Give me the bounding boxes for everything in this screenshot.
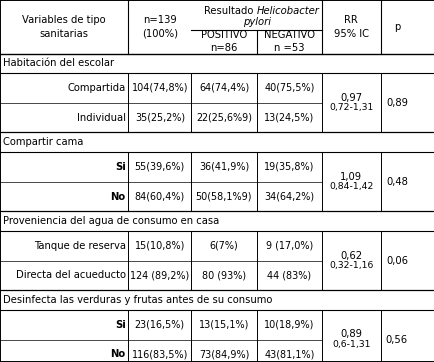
Text: 0,62: 0,62 (339, 251, 362, 261)
Text: n=86: n=86 (210, 43, 237, 53)
Text: 0,48: 0,48 (385, 177, 407, 187)
Text: Si: Si (115, 320, 125, 330)
Text: 50(58,1%9): 50(58,1%9) (195, 191, 252, 202)
Text: 9 (17,0%): 9 (17,0%) (265, 241, 312, 251)
Text: Directa del acueducto: Directa del acueducto (16, 270, 125, 281)
Text: Compartir cama: Compartir cama (3, 137, 83, 147)
Text: Habitación del escolar: Habitación del escolar (3, 58, 113, 68)
Text: 55(39,6%): 55(39,6%) (135, 162, 184, 172)
Text: 43(81,1%): 43(81,1%) (263, 349, 314, 359)
Text: 64(74,4%): 64(74,4%) (198, 83, 249, 93)
Text: 0,72-1,31: 0,72-1,31 (328, 104, 373, 112)
Text: 0,97: 0,97 (339, 93, 362, 103)
Text: 15(10,8%): 15(10,8%) (135, 241, 184, 251)
Text: 80 (93%): 80 (93%) (201, 270, 246, 281)
Text: 84(60,4%): 84(60,4%) (135, 191, 184, 202)
Text: 116(83,5%): 116(83,5%) (132, 349, 187, 359)
Text: 124 (89,2%): 124 (89,2%) (130, 270, 189, 281)
Text: 10(18,9%): 10(18,9%) (263, 320, 314, 330)
Text: pylori: pylori (242, 17, 270, 27)
Text: n=139
(100%): n=139 (100%) (141, 15, 178, 39)
Text: Resultado: Resultado (204, 6, 256, 16)
Text: Si: Si (115, 162, 125, 172)
Text: Helicobacter: Helicobacter (256, 6, 319, 16)
Text: RR
95% IC: RR 95% IC (333, 15, 368, 39)
Text: 0,56: 0,56 (385, 334, 407, 345)
Text: Proveniencia del agua de consumo en casa: Proveniencia del agua de consumo en casa (3, 216, 218, 226)
Text: 0,32-1,16: 0,32-1,16 (328, 261, 373, 270)
Text: POSITIVO: POSITIVO (201, 30, 247, 40)
Text: 35(25,2%): 35(25,2%) (135, 113, 184, 123)
Text: 40(75,5%): 40(75,5%) (263, 83, 314, 93)
Text: 22(25,6%9): 22(25,6%9) (196, 113, 251, 123)
Text: 104(74,8%): 104(74,8%) (132, 83, 187, 93)
Text: n =53: n =53 (273, 43, 304, 53)
Text: 13(15,1%): 13(15,1%) (198, 320, 249, 330)
Text: 6(7%): 6(7%) (209, 241, 238, 251)
Text: 36(41,9%): 36(41,9%) (198, 162, 249, 172)
Text: 0,6-1,31: 0,6-1,31 (331, 340, 370, 349)
Text: 0,89: 0,89 (339, 329, 362, 340)
Text: Desinfecta las verduras y frutas antes de su consumo: Desinfecta las verduras y frutas antes d… (3, 295, 271, 305)
Text: NEGATIVO: NEGATIVO (263, 30, 314, 40)
Text: Compartida: Compartida (67, 83, 125, 93)
Text: No: No (110, 191, 125, 202)
Text: 34(64,2%): 34(64,2%) (263, 191, 314, 202)
Text: 23(16,5%): 23(16,5%) (135, 320, 184, 330)
Text: Tanque de reserva: Tanque de reserva (34, 241, 125, 251)
Text: 73(84,9%): 73(84,9%) (198, 349, 249, 359)
Text: 44 (83%): 44 (83%) (266, 270, 311, 281)
Text: Individual: Individual (76, 113, 125, 123)
Text: 0,84-1,42: 0,84-1,42 (328, 182, 373, 191)
Text: 13(24,5%): 13(24,5%) (263, 113, 314, 123)
Text: 1,09: 1,09 (339, 172, 362, 182)
Text: No: No (110, 349, 125, 359)
Text: 19(35,8%): 19(35,8%) (263, 162, 314, 172)
Text: Variables de tipo
sanitarias: Variables de tipo sanitarias (22, 15, 106, 39)
Text: p: p (393, 22, 399, 32)
Text: 0,06: 0,06 (385, 256, 407, 266)
Text: 0,89: 0,89 (385, 98, 407, 108)
